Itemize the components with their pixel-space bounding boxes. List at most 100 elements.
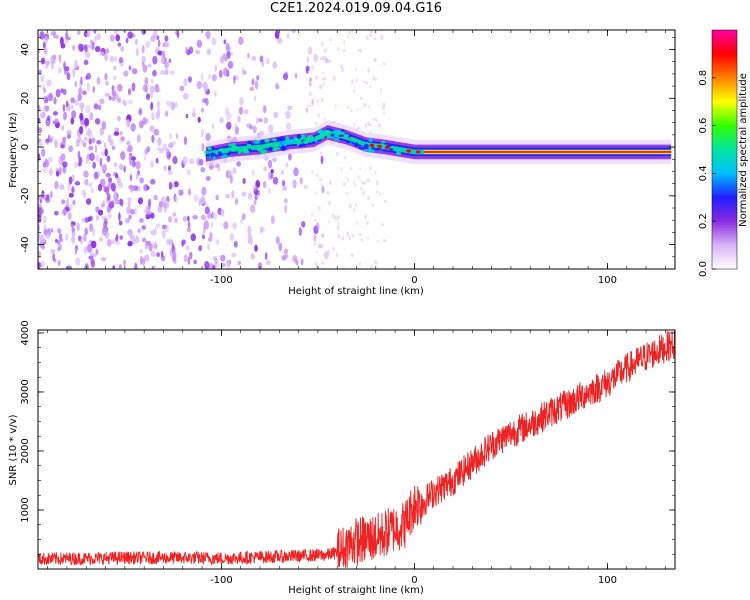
noise-speckle [150, 160, 154, 169]
noise-speckle [238, 106, 244, 115]
noise-speckle [315, 222, 320, 230]
noise-speckle [49, 136, 55, 142]
noise-speckle [172, 156, 178, 165]
noise-speckle [259, 226, 265, 232]
colorbar-bar [711, 29, 738, 270]
noise-speckle [285, 162, 289, 168]
noise-speckle [383, 62, 386, 66]
noise-speckle [366, 179, 371, 183]
noise-speckle [72, 200, 76, 206]
noise-speckle [282, 73, 289, 81]
noise-speckle [89, 112, 94, 121]
noise-speckle [251, 169, 255, 177]
noise-speckle [350, 79, 354, 85]
noise-speckle [169, 133, 172, 140]
noise-speckle [192, 215, 198, 220]
noise-speckle [198, 158, 204, 166]
noise-speckle [152, 69, 157, 77]
noise-speckle [174, 196, 178, 204]
noise-speckle [63, 111, 68, 120]
noise-speckle [182, 156, 188, 165]
noise-speckle [323, 76, 327, 81]
noise-speckle [66, 265, 72, 269]
noise-speckle [252, 125, 257, 134]
noise-speckle [380, 34, 384, 41]
noise-speckle [52, 253, 56, 261]
noise-speckle [61, 208, 68, 216]
noise-speckle [284, 204, 288, 214]
noise-speckle [183, 78, 188, 87]
ridge-blob [315, 135, 321, 140]
noise-speckle [127, 197, 132, 202]
noise-speckle [188, 46, 194, 54]
noise-speckle [94, 45, 101, 53]
noise-speckle [79, 112, 84, 121]
noise-speckle [126, 140, 131, 146]
noise-speckle [80, 44, 86, 51]
noise-speckle [83, 170, 89, 178]
noise-speckle [64, 66, 70, 72]
noise-speckle [233, 240, 238, 248]
noise-speckle [128, 214, 132, 220]
noise-speckle [127, 144, 133, 153]
noise-speckle [72, 70, 76, 78]
colorbar: 0.0 0.2 0.4 0.6 0.8 Normalized spectral ampl… [698, 29, 749, 277]
noise-speckle [117, 83, 123, 92]
noise-speckle [93, 103, 99, 110]
noise-speckle [187, 76, 193, 83]
noise-speckle [136, 134, 141, 143]
noise-speckle [67, 182, 71, 192]
noise-speckle [206, 48, 212, 55]
noise-speckle [368, 166, 373, 170]
noise-speckle [374, 261, 378, 265]
noise-speckle [80, 76, 83, 85]
noise-speckle [77, 150, 81, 159]
noise-speckle [354, 122, 356, 127]
noise-speckle [211, 211, 214, 219]
noise-speckle [321, 56, 327, 61]
noise-speckle [115, 173, 119, 179]
colorbar-tick-label: 0.2 [698, 213, 709, 229]
noise-speckle [53, 139, 59, 149]
noise-speckle [198, 244, 202, 252]
noise-speckle [144, 152, 147, 162]
noise-speckle [251, 78, 255, 86]
noise-speckle [292, 179, 297, 189]
noise-speckle [105, 172, 111, 178]
noise-speckle [346, 231, 350, 236]
noise-speckle [187, 256, 191, 266]
noise-speckle [78, 156, 83, 165]
noise-speckle [65, 207, 70, 212]
noise-speckle [76, 222, 80, 232]
noise-speckle [118, 220, 123, 226]
ridge-blob [267, 143, 274, 147]
noise-speckle [364, 123, 368, 128]
noise-speckle [381, 223, 385, 226]
noise-speckle [141, 55, 146, 63]
noise-speckle [179, 85, 185, 92]
noise-speckle [339, 64, 344, 69]
noise-speckle [85, 30, 91, 38]
noise-speckle [141, 44, 145, 54]
noise-speckle [59, 36, 64, 46]
noise-speckle [219, 116, 224, 124]
noise-speckle [150, 35, 156, 43]
noise-speckle [222, 67, 229, 77]
noise-speckle [38, 154, 41, 161]
noise-speckle [243, 109, 249, 115]
noise-speckle [130, 185, 135, 192]
noise-speckle [83, 191, 87, 199]
noise-speckle [160, 56, 164, 65]
noise-speckle [39, 208, 45, 215]
noise-speckle [50, 190, 53, 199]
noise-speckle [186, 169, 191, 176]
ridge-peak [377, 144, 383, 148]
noise-speckle [43, 95, 47, 105]
noise-speckle [287, 152, 292, 161]
noise-speckle [350, 253, 354, 257]
noise-speckle [154, 30, 158, 37]
noise-speckle [364, 214, 368, 219]
noise-speckle [71, 230, 76, 238]
noise-speckle [318, 84, 323, 90]
noise-speckle [65, 197, 70, 207]
